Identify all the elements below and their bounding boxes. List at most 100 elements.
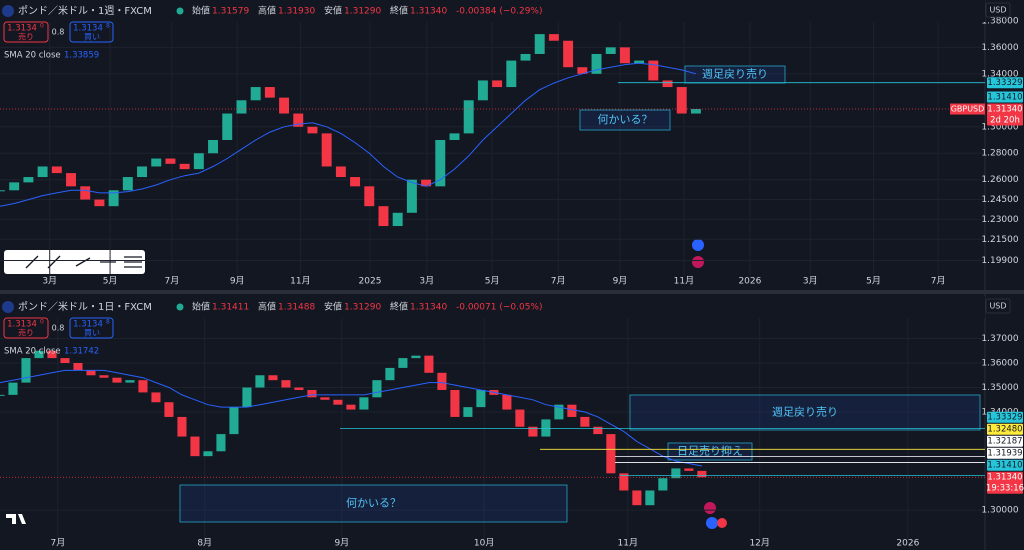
candle: [0, 394, 5, 396]
x-tick-label: 7月: [50, 538, 65, 549]
candle: [449, 133, 460, 140]
price-tag-label: 1.33329: [987, 78, 1022, 88]
candle: [51, 166, 62, 174]
candle: [567, 404, 577, 417]
price-tag: [987, 91, 1023, 103]
currency-button[interactable]: [985, 2, 1011, 18]
candle: [60, 358, 70, 364]
candle: [502, 394, 512, 410]
status-dot: [176, 7, 184, 15]
candle: [242, 387, 252, 408]
candle: [528, 426, 538, 437]
candle: [165, 158, 176, 164]
candle: [203, 451, 213, 457]
candle: [208, 140, 219, 154]
candle: [335, 166, 346, 178]
candle: [658, 478, 668, 491]
x-tick-label: 7月: [551, 276, 566, 287]
quote-label: 高値: [258, 5, 276, 17]
y-tick-label: 1.23000: [981, 215, 1018, 225]
y-tick-label: 1.36000: [981, 43, 1018, 53]
candle: [86, 370, 96, 376]
candle: [229, 407, 239, 435]
price-tag-label: 1.31410: [987, 93, 1022, 103]
sma-line: [0, 369, 702, 467]
quote-value: 1.31411: [212, 303, 249, 313]
chart-panel: 1.370001.360001.350001.340001.300007月8月9…: [0, 296, 1024, 549]
candle: [690, 109, 701, 114]
candle: [398, 358, 408, 368]
x-tick-label: 11月: [618, 538, 638, 549]
candle: [463, 100, 474, 134]
candle: [8, 382, 18, 395]
candle: [605, 47, 616, 54]
candle: [406, 179, 417, 213]
x-tick-label: 10月: [474, 538, 494, 549]
candle: [138, 380, 148, 393]
candle: [392, 212, 403, 227]
quote-value: 1.31930: [278, 7, 315, 17]
candle: [279, 97, 290, 114]
quote-value: 1.31488: [278, 303, 315, 313]
indicator-value: 1.33859: [64, 51, 99, 61]
drawing-toolbar[interactable]: [4, 250, 145, 274]
x-tick-label: 5月: [866, 276, 881, 287]
annotation-text: 日足売り抑え: [677, 444, 743, 458]
price-tag: [987, 447, 1023, 459]
spread: 0.8: [52, 28, 65, 37]
panel-divider: [0, 290, 1024, 294]
candle: [411, 355, 421, 359]
candle: [520, 53, 531, 61]
x-tick-label: 9月: [230, 276, 245, 287]
sell-price: 1.3134: [7, 320, 37, 330]
symbol-tag: [950, 103, 985, 115]
candle: [346, 404, 356, 410]
x-tick-label: 8月: [197, 538, 212, 549]
candle: [364, 186, 375, 207]
candle: [216, 434, 226, 452]
candle: [437, 372, 447, 390]
buy-label: 買い: [84, 33, 100, 42]
candle: [321, 133, 332, 167]
candle: [476, 389, 486, 408]
sell-button[interactable]: [3, 21, 49, 43]
y-tick-label: 1.21500: [981, 235, 1018, 245]
candle: [21, 358, 31, 383]
y-tick-label: 1.30000: [981, 122, 1018, 132]
x-tick-label: 3月: [42, 276, 57, 287]
quote-label: 安値: [324, 5, 342, 17]
candle: [80, 186, 91, 200]
quote-change: -0.00384 (−0.29%): [456, 7, 542, 17]
buy-button[interactable]: [69, 21, 114, 43]
candle: [108, 190, 119, 207]
candle: [164, 402, 174, 417]
x-tick-label: 11月: [674, 276, 694, 287]
candle: [463, 407, 473, 417]
candle: [333, 399, 343, 405]
currency-button[interactable]: [985, 298, 1011, 314]
candle: [359, 397, 369, 410]
candle: [648, 60, 659, 81]
symbol-title: ポンド／米ドル・1日・FXCM: [18, 300, 152, 313]
candle: [281, 380, 291, 388]
annotation-text: 週足戻り売り: [702, 68, 768, 81]
candle: [125, 380, 135, 383]
candle: [580, 416, 590, 427]
indicator-name: SMA 20 close: [4, 347, 61, 357]
candle: [684, 468, 694, 471]
price-tag-label: 1.31340: [987, 473, 1022, 483]
candle: [293, 113, 304, 127]
candle: [264, 87, 275, 98]
y-tick-label: 1.37000: [981, 334, 1018, 344]
candle: [632, 490, 642, 506]
annotation-text: 週足戻り売り: [772, 406, 838, 419]
quote-label: 終値: [390, 301, 408, 313]
x-tick-label: 3月: [419, 276, 434, 287]
candle: [268, 375, 278, 381]
buy-button[interactable]: [69, 317, 114, 339]
sell-button[interactable]: [3, 317, 49, 339]
candle: [250, 87, 261, 101]
price-tag: [987, 77, 1023, 89]
